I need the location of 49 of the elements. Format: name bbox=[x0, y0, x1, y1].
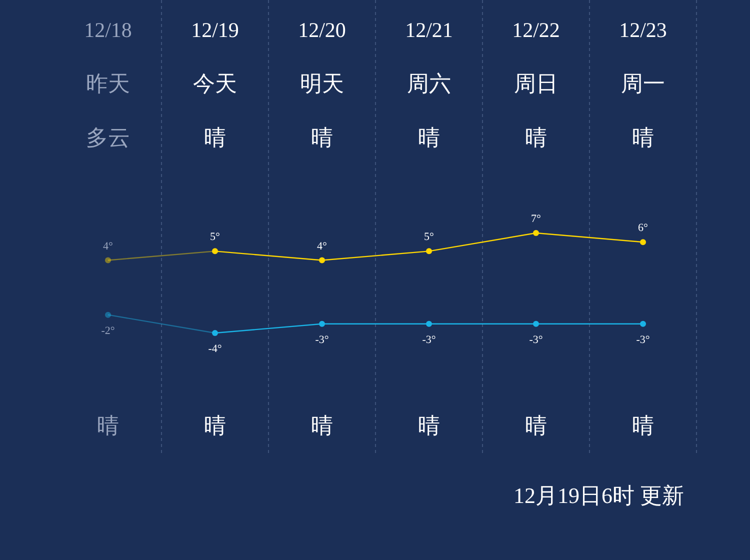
x-tick-label: 12/23 bbox=[619, 18, 667, 42]
point bbox=[533, 230, 539, 236]
data-label: 5° bbox=[424, 231, 434, 244]
x-tick-label: 12/20 bbox=[298, 18, 346, 42]
text: 晴 bbox=[311, 413, 333, 438]
data-label: -3° bbox=[422, 334, 436, 346]
data-label: -3° bbox=[315, 334, 329, 346]
point bbox=[426, 320, 432, 327]
point bbox=[105, 257, 111, 264]
text: 晴 bbox=[418, 413, 440, 438]
text: 晴 bbox=[204, 125, 226, 150]
text: 晴 bbox=[632, 125, 654, 150]
text: 昨天 bbox=[86, 71, 130, 96]
point bbox=[640, 320, 646, 327]
text: 晴 bbox=[311, 125, 333, 150]
text: 晴 bbox=[204, 413, 226, 438]
point bbox=[640, 239, 646, 246]
point bbox=[212, 330, 218, 336]
text: 周一 bbox=[621, 71, 665, 96]
data-label: 4° bbox=[103, 240, 113, 252]
x-tick-label: 12/22 bbox=[512, 18, 560, 42]
text: 周六 bbox=[407, 71, 451, 96]
data-label: 5° bbox=[210, 231, 220, 244]
text: 晴 bbox=[525, 413, 547, 438]
data-label: -2° bbox=[101, 324, 115, 337]
point bbox=[426, 248, 432, 254]
text: 周日 bbox=[514, 71, 558, 96]
point bbox=[533, 320, 539, 327]
x-tick-label: 12/21 bbox=[405, 18, 453, 42]
data-label: 6° bbox=[638, 222, 648, 234]
data-label: -3° bbox=[636, 334, 650, 346]
text: 12月19日6时 更新 bbox=[514, 483, 684, 508]
x-tick-label: 12/18 bbox=[84, 18, 132, 42]
point bbox=[105, 312, 111, 318]
text: 晴 bbox=[97, 413, 119, 438]
data-label: -4° bbox=[208, 343, 222, 355]
point bbox=[319, 257, 325, 264]
data-label: -3° bbox=[529, 334, 543, 346]
point bbox=[212, 248, 218, 254]
data-label: 7° bbox=[531, 213, 541, 225]
text: 多云 bbox=[86, 125, 130, 150]
text: 今天 bbox=[193, 71, 237, 96]
x-tick-label: 12/19 bbox=[191, 18, 239, 42]
text: 明天 bbox=[300, 71, 344, 96]
data-label: 4° bbox=[317, 240, 327, 252]
text: 晴 bbox=[418, 125, 440, 150]
text: 晴 bbox=[632, 413, 654, 438]
point bbox=[319, 320, 325, 327]
text: 晴 bbox=[525, 125, 547, 150]
